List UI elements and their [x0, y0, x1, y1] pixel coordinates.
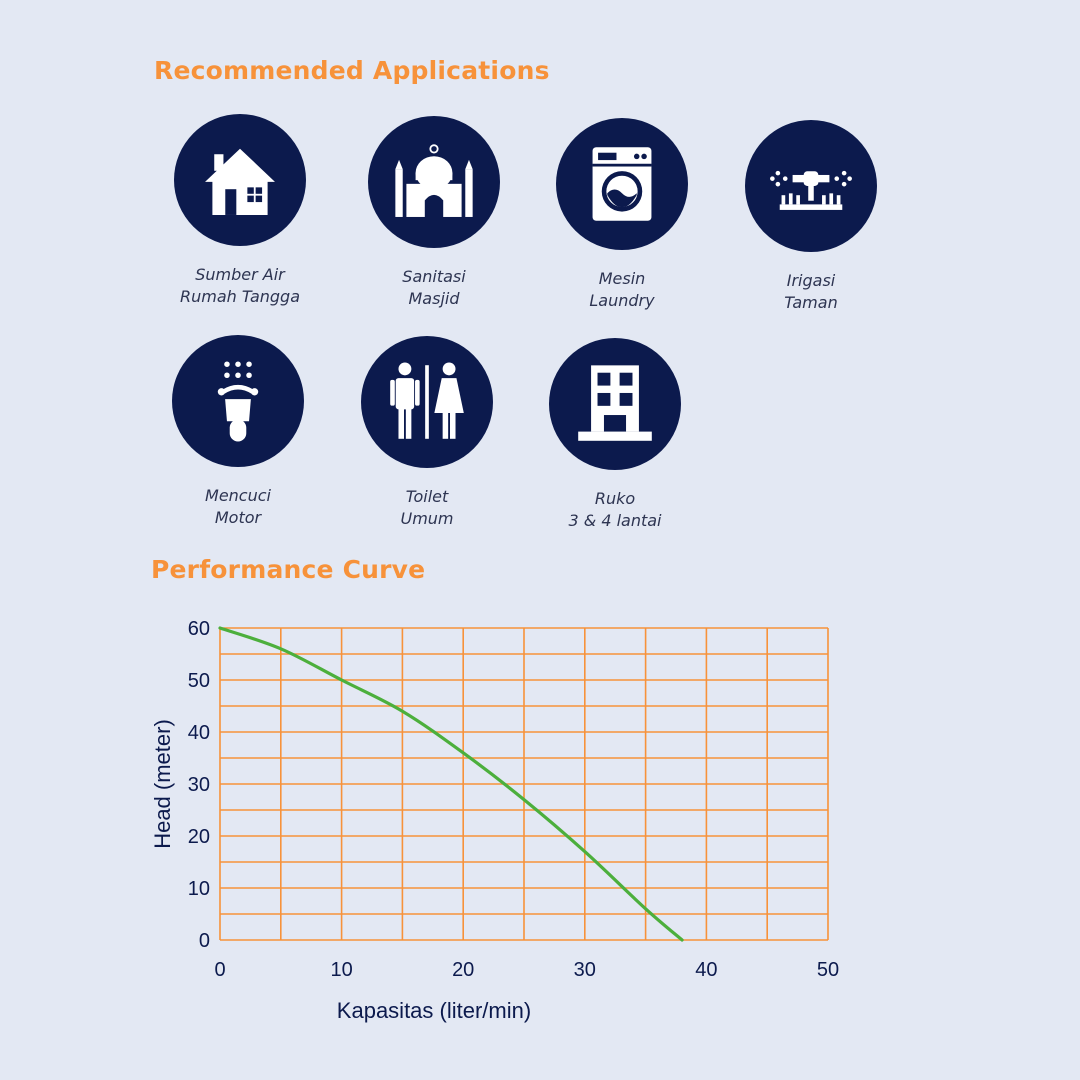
app-label: Sumber Air Rumah Tangga — [179, 265, 301, 306]
x-tick-label: 10 — [330, 959, 352, 981]
building-icon — [549, 338, 681, 470]
x-tick-label: 50 — [817, 959, 839, 981]
app-rumah-tangga: Sumber Air Rumah Tangga — [140, 114, 340, 308]
x-tick-label: 30 — [574, 959, 596, 981]
y-tick-label: 50 — [188, 670, 210, 692]
y-tick-label: 30 — [188, 774, 210, 796]
app-masjid: Sanitasi Masjid — [334, 116, 534, 310]
app-irigasi: Irigasi Taman — [711, 120, 911, 314]
app-toilet: Toilet Umum — [327, 336, 527, 530]
app-label: Ruko 3 & 4 lantai — [568, 489, 662, 530]
app-label: Sanitasi Masjid — [402, 267, 466, 308]
app-label: Toilet Umum — [400, 487, 454, 528]
app-label: Mencuci Motor — [205, 486, 271, 527]
app-motor: Mencuci Motor — [138, 335, 338, 529]
x-tick-label: 40 — [695, 959, 717, 981]
y-tick-label: 0 — [199, 930, 210, 952]
y-tick-label: 60 — [188, 618, 210, 640]
motorbike-wash-icon — [172, 335, 304, 467]
y-tick-label: 40 — [188, 722, 210, 744]
house-icon — [174, 114, 306, 246]
sprinkler-icon — [745, 120, 877, 252]
x-axis-label: Kapasitas (liter/min) — [337, 998, 531, 1023]
app-label: Irigasi Taman — [784, 271, 838, 312]
restroom-icon — [361, 336, 493, 468]
performance-curve-title: Performance Curve — [151, 555, 426, 584]
washing-machine-icon — [556, 118, 688, 250]
performance-chart: 0 10 20 30 40 50 60 0 10 20 30 40 50 Kapasitas (liter… — [0, 590, 1080, 1050]
x-tick-label: 0 — [214, 959, 225, 981]
recommended-applications-title: Recommended Applications — [154, 56, 550, 85]
performance-curve-line — [218, 626, 684, 942]
app-laundry: Mesin Laundry — [522, 118, 722, 312]
app-label: Mesin Laundry — [589, 269, 655, 310]
app-ruko: Ruko 3 & 4 lantai — [515, 338, 715, 532]
mosque-icon — [368, 116, 500, 248]
chart-svg: 0 10 20 30 40 50 60 0 10 20 30 40 50 Kapasitas (liter… — [150, 618, 839, 1023]
y-tick-label: 20 — [188, 826, 210, 848]
y-tick-label: 10 — [188, 878, 210, 900]
x-tick-label: 20 — [452, 959, 474, 981]
y-axis-label: Head (meter) — [150, 719, 175, 849]
